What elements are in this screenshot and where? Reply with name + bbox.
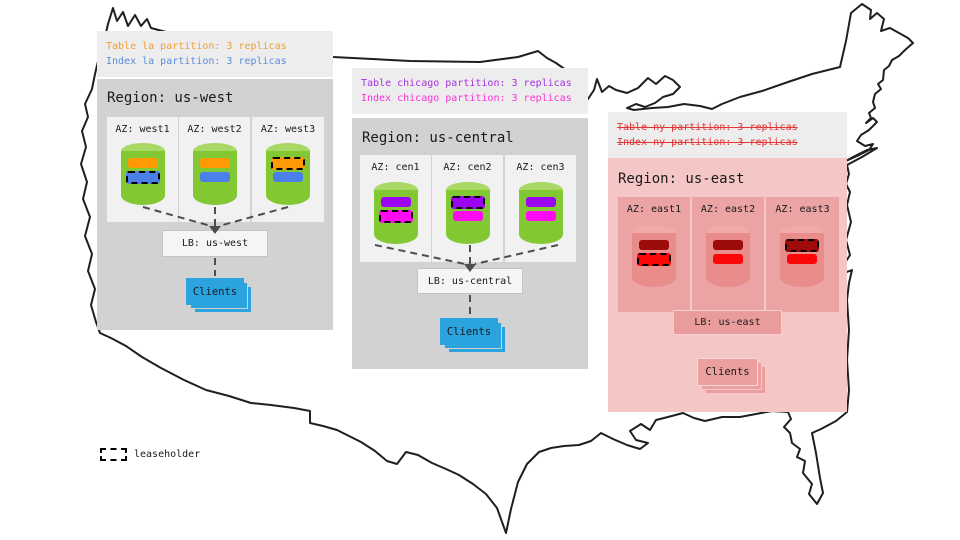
legend-label: leaseholder bbox=[134, 449, 201, 460]
replica-cylinder-west2 bbox=[193, 143, 237, 205]
leaseholder-dashed-swatch-icon bbox=[100, 448, 127, 461]
caption-table-ny-struck: Table ny partition: 3 replicas bbox=[617, 122, 798, 133]
lb-label: LB: us-east bbox=[694, 317, 761, 328]
table-replica-stripe-leaseholder bbox=[451, 196, 485, 209]
load-balancer-us-east: LB: us-east bbox=[673, 310, 782, 335]
az-label-west2: AZ: west2 bbox=[187, 124, 242, 135]
caption-index-la: Index la partition: 3 replicas bbox=[106, 56, 287, 67]
az-label-cen1: AZ: cen1 bbox=[371, 162, 420, 173]
replica-cylinder-west1 bbox=[121, 143, 165, 205]
index-replica-stripe bbox=[526, 211, 556, 221]
caption-table-chicago: Table chicago partition: 3 replicas bbox=[361, 78, 572, 89]
region-us-west: Region: us-west AZ: west1 AZ: west2 AZ: … bbox=[97, 79, 333, 330]
clients-box: Clients bbox=[186, 278, 244, 305]
table-replica-stripe bbox=[128, 158, 158, 168]
replica-cylinder-east1 bbox=[632, 225, 677, 287]
az-box-east3: AZ: east3 bbox=[766, 197, 839, 312]
clients-box: Clients bbox=[440, 318, 498, 345]
caption-table-la: Table la partition: 3 replicas bbox=[106, 41, 287, 52]
replica-cylinder-east2 bbox=[706, 225, 751, 287]
az-box-cen2: AZ: cen2 bbox=[432, 155, 503, 262]
caption-index-ny-struck: Index ny partition: 3 replicas bbox=[617, 137, 798, 148]
az-label-cen3: AZ: cen3 bbox=[516, 162, 565, 173]
caption-us-east: Table ny partition: 3 replicas Index ny … bbox=[608, 112, 847, 158]
index-replica-stripe-leaseholder bbox=[379, 210, 413, 223]
table-replica-stripe-leaseholder bbox=[271, 157, 305, 170]
az-label-east3: AZ: east3 bbox=[775, 204, 830, 215]
lb-label: LB: us-central bbox=[427, 275, 513, 287]
az-label-west3: AZ: west3 bbox=[260, 124, 316, 135]
load-balancer-us-central: LB: us-central bbox=[417, 268, 523, 294]
replica-cylinder-east3 bbox=[780, 225, 825, 287]
clients-us-central: Clients bbox=[440, 318, 506, 353]
index-replica-stripe bbox=[713, 254, 743, 264]
az-box-cen3: AZ: cen3 bbox=[505, 155, 576, 262]
az-label-east1: AZ: east1 bbox=[626, 204, 682, 215]
table-replica-stripe bbox=[381, 197, 411, 207]
az-box-west3: AZ: west3 bbox=[252, 117, 324, 222]
lb-label: LB: us-west bbox=[181, 238, 249, 249]
region-title-us-west: Region: us-west bbox=[107, 90, 234, 106]
region-us-east: Region: us-east AZ: east1 AZ: east2 AZ: … bbox=[608, 158, 847, 412]
az-box-west1: AZ: west1 bbox=[107, 117, 178, 222]
region-title-us-central: Region: us-central bbox=[362, 130, 514, 146]
index-replica-stripe-leaseholder bbox=[126, 171, 160, 184]
az-box-west2: AZ: west2 bbox=[179, 117, 250, 222]
region-title-us-east: Region: us-east bbox=[618, 171, 745, 187]
load-balancer-us-west: LB: us-west bbox=[162, 230, 268, 257]
caption-us-west: Table la partition: 3 replicas Index la … bbox=[97, 31, 333, 77]
replica-cylinder-cen1 bbox=[374, 182, 418, 244]
az-label-cen2: AZ: cen2 bbox=[443, 162, 492, 173]
clients-box: Clients bbox=[697, 358, 758, 386]
az-box-cen1: AZ: cen1 bbox=[360, 155, 431, 262]
table-replica-stripe bbox=[200, 158, 230, 168]
table-replica-stripe bbox=[526, 197, 556, 207]
index-replica-stripe bbox=[453, 211, 483, 221]
replica-cylinder-west3 bbox=[266, 143, 310, 205]
index-replica-stripe bbox=[200, 172, 230, 182]
table-replica-stripe bbox=[639, 240, 669, 250]
table-replica-stripe bbox=[713, 240, 743, 250]
index-replica-stripe bbox=[787, 254, 817, 264]
index-replica-stripe bbox=[273, 172, 303, 182]
clients-us-west: Clients bbox=[186, 278, 252, 313]
index-replica-stripe-leaseholder bbox=[637, 253, 671, 266]
caption-index-chicago: Index chicago partition: 3 replicas bbox=[361, 93, 572, 104]
legend-leaseholder: leaseholder bbox=[100, 448, 200, 461]
az-box-east2: AZ: east2 bbox=[692, 197, 764, 312]
caption-us-central: Table chicago partition: 3 replicas Inde… bbox=[352, 68, 588, 114]
az-label-west1: AZ: west1 bbox=[115, 124, 170, 135]
replica-cylinder-cen2 bbox=[446, 182, 490, 244]
az-box-east1: AZ: east1 bbox=[618, 197, 690, 312]
region-us-central: Region: us-central AZ: cen1 AZ: cen2 AZ:… bbox=[352, 118, 588, 369]
replica-cylinder-cen3 bbox=[519, 182, 563, 244]
clients-us-east: Clients bbox=[697, 358, 766, 394]
az-label-east2: AZ: east2 bbox=[700, 204, 756, 215]
table-replica-stripe-leaseholder bbox=[785, 239, 819, 252]
